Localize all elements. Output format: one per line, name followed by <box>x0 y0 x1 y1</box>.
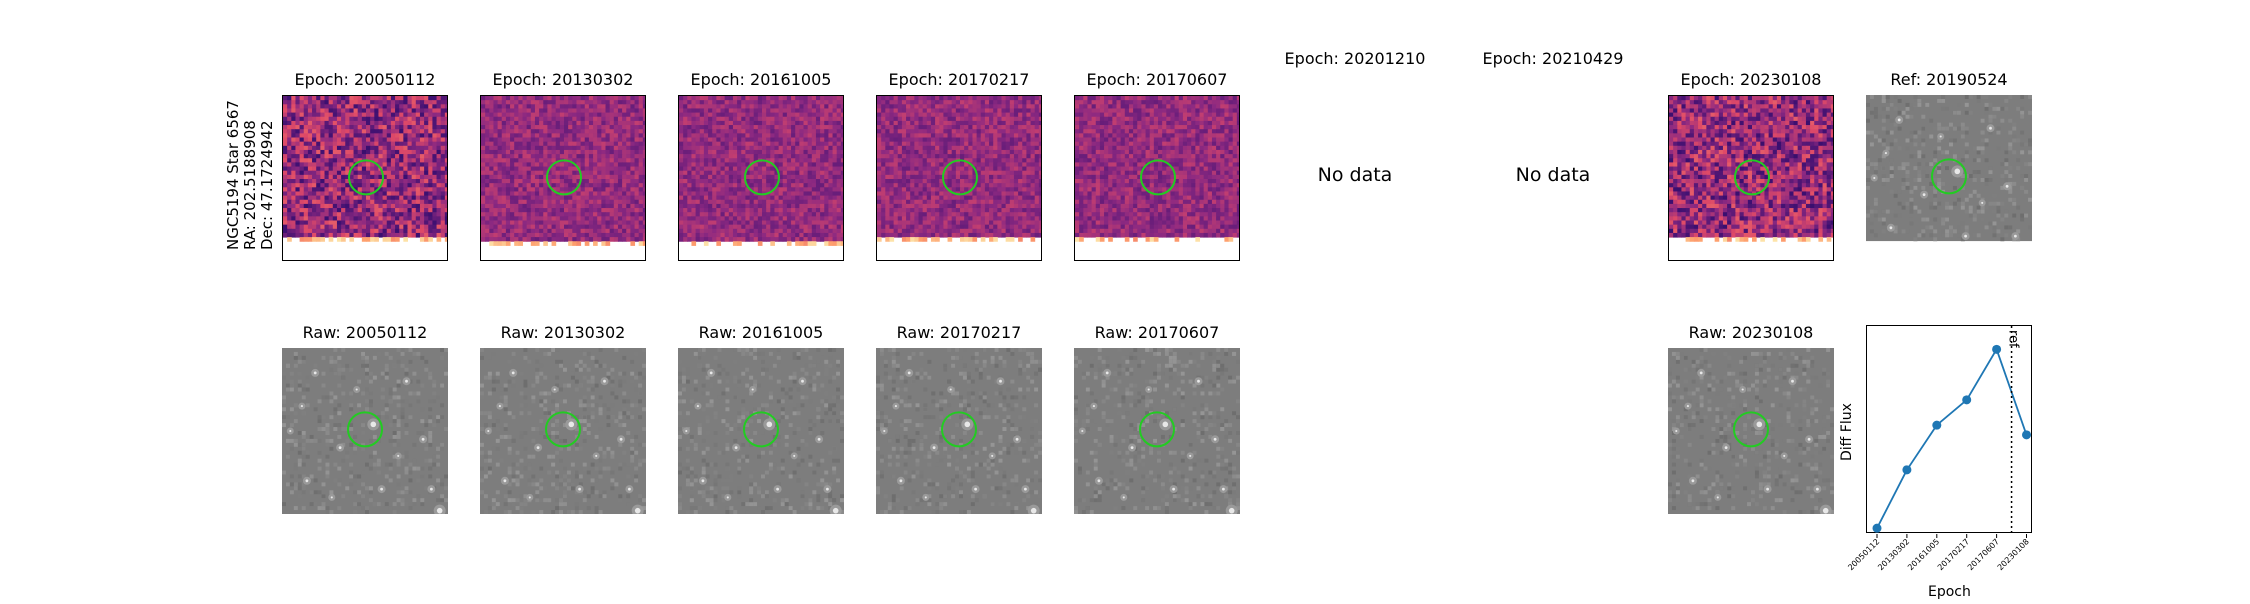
row-label-line: NGC5194 Star 6567 <box>225 100 242 250</box>
data-point <box>1992 345 2001 354</box>
x-axis-label: Epoch <box>1928 584 1971 600</box>
data-point <box>1902 465 1911 474</box>
y-axis-label: Diff Flux <box>1839 403 1855 461</box>
panel-title: Epoch: 20170607 <box>1037 70 1277 89</box>
no-data-label: No data <box>1433 164 1673 186</box>
raw-image <box>678 348 844 514</box>
raw-image <box>876 348 1042 514</box>
panel-title: Epoch: 20210429 <box>1433 49 1673 68</box>
ref-line-label: ref <box>2006 330 2021 348</box>
reference-image <box>1866 95 2032 261</box>
difference-image <box>282 95 448 261</box>
difference-image <box>1668 95 1834 261</box>
x-tick-label: 20230108 <box>1996 537 2031 572</box>
data-point <box>1932 421 1941 430</box>
panel-title: Raw: 20170607 <box>1037 323 1277 342</box>
difference-image <box>876 95 1042 261</box>
raw-image <box>1074 348 1240 514</box>
data-point <box>2022 430 2031 439</box>
raw-image <box>282 348 448 514</box>
difference-image <box>678 95 844 261</box>
panel-title: Raw: 20230108 <box>1631 323 1871 342</box>
series-line <box>1877 349 2027 528</box>
panel-title: Ref: 20190524 <box>1829 70 2069 89</box>
data-point <box>1962 395 1971 404</box>
difference-image <box>1074 95 1240 261</box>
difference-image <box>480 95 646 261</box>
row-label-line: Dec: 47.1724942 <box>259 100 276 250</box>
raw-image <box>1668 348 1834 514</box>
data-point <box>1873 524 1882 533</box>
row-label-line: RA: 202.5188908 <box>242 100 259 250</box>
raw-image <box>480 348 646 514</box>
